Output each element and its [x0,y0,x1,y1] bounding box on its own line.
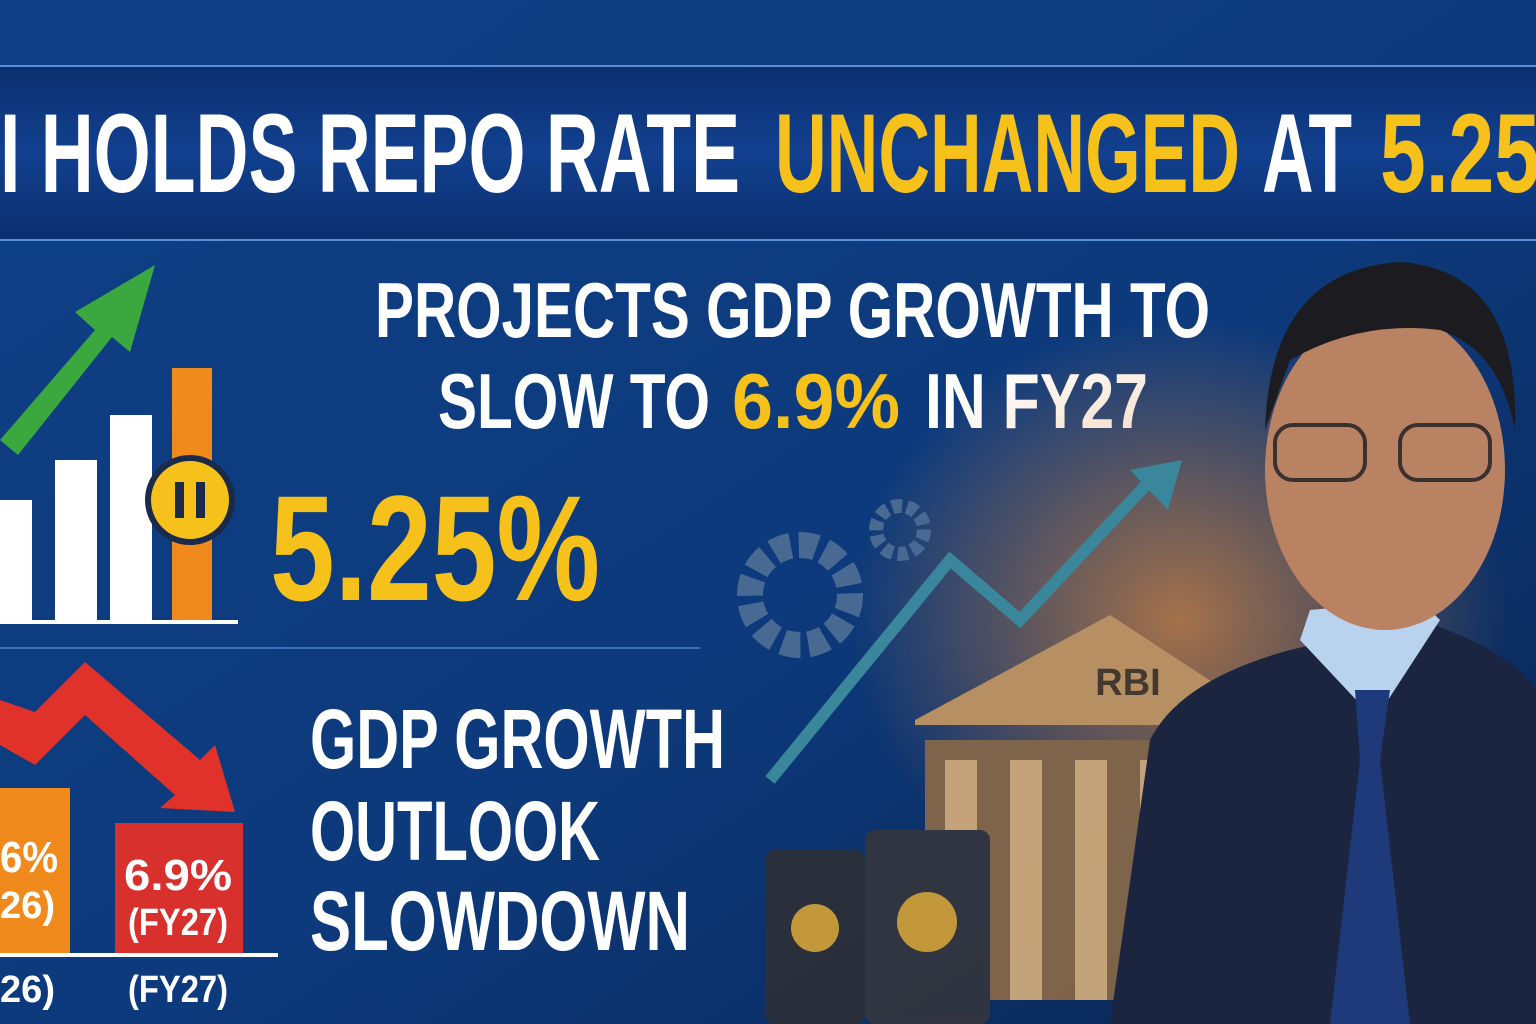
growth-bar [115,823,243,953]
rate-chart-icon [0,265,238,624]
outlook-text: OUTLOOK [310,784,600,878]
column [1010,760,1042,1000]
icon-bar [110,415,152,620]
growth-bar [0,788,70,953]
tie [1330,690,1410,1024]
subheadline-highlight: 6.9% [732,357,900,445]
oil-icon [791,904,839,952]
subheadline: SLOW TO [438,357,710,445]
bar-value: 6% [0,833,58,882]
glasses [1398,423,1492,482]
trend-arrow [1130,460,1182,510]
gear [869,499,931,561]
pause-bar [175,482,184,518]
bar-period: (FY27) [128,902,228,944]
growth-chart: 6% 26) 6.9% (FY27) 26) (FY27) [0,662,278,1011]
headline-text: AT [1262,91,1352,216]
building-roof [915,615,1240,725]
pause-bar [196,482,205,518]
icon-bar [0,500,32,620]
bar-value: 6.9% [124,851,232,900]
repo-rate: 5.25% [270,464,600,632]
hair [1265,262,1516,430]
face [1265,310,1505,630]
green-arrow [0,265,155,455]
outlook-text: GDP GROWTH [310,692,725,786]
trend-line [765,465,1165,784]
bar-period: 26) [0,885,55,927]
outlook-text: SLOWDOWN [310,874,690,968]
headline-rate: 5.25 [1380,91,1536,216]
pause-icon [145,455,235,545]
red-arrow [0,662,235,812]
icon-bar [55,460,97,620]
suit [1110,620,1536,1024]
person [1110,262,1536,1024]
axis-label: (FY27) [128,969,228,1011]
column [1075,760,1107,1000]
axis-label: 26) [0,969,55,1011]
headline-band [0,65,1536,240]
shirt [1300,600,1440,720]
gear [737,532,863,658]
glasses [1273,423,1367,482]
headline-text: I HOLDS REPO RATE [0,91,740,216]
headline-highlight: UNCHANGED [775,91,1240,216]
dollar-icon [897,892,957,952]
building-label: RBI [1095,662,1160,704]
